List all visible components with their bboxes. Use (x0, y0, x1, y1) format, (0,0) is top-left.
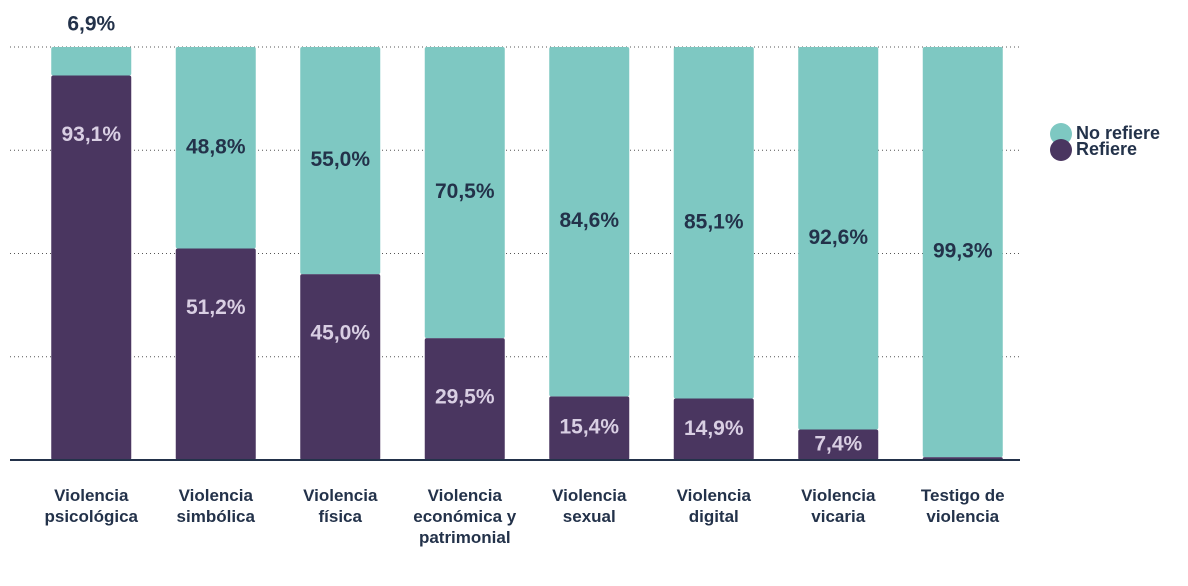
value-label: 15,4% (559, 416, 619, 439)
value-label: 70,5% (435, 180, 495, 203)
value-label: 29,5% (435, 386, 495, 409)
bar-segment (51, 47, 132, 76)
x-tick-label: Violencia sexual (552, 486, 627, 526)
x-tick-label: Violencia digital (676, 486, 751, 526)
x-tick-label: Violencia física (303, 486, 378, 526)
value-label: 51,2% (186, 296, 246, 319)
bar-segment (51, 75, 132, 460)
legend-label: Refiere (1076, 139, 1137, 159)
bar-segment (300, 47, 381, 275)
bar-segment (175, 47, 256, 249)
bar-segment (798, 47, 879, 430)
bar-segment (424, 338, 505, 460)
x-tick-label: Violencia psicológica (44, 486, 139, 526)
value-label: 45,0% (310, 322, 370, 345)
x-tick-label: Violencia simbólica (176, 486, 255, 526)
value-label: 6,9% (67, 13, 115, 36)
value-label: 55,0% (310, 148, 370, 171)
bar-segment (300, 274, 381, 460)
x-tick-label: Violencia económica y patrimonial (413, 486, 517, 547)
value-label: 84,6% (559, 209, 619, 232)
bar-segment (424, 47, 505, 339)
value-label: 48,8% (186, 135, 246, 158)
legend-marker (1050, 123, 1072, 145)
value-label: 7,4% (814, 432, 862, 455)
bar-segment (549, 396, 630, 460)
legend-label: No refiere (1076, 123, 1160, 143)
value-label: 85,1% (684, 210, 744, 233)
bar-segment (673, 47, 754, 399)
x-tick-label: Violencia vicaria (801, 486, 876, 526)
bar-segment (922, 47, 1003, 458)
value-label: 92,6% (808, 226, 868, 249)
x-tick-label: Testigo de violencia (920, 486, 1005, 526)
bar-segment (798, 429, 879, 460)
legend-marker (1050, 139, 1072, 161)
bar-segment (549, 47, 630, 397)
bar-segment (673, 398, 754, 460)
value-label: 99,3% (933, 240, 993, 263)
value-label: 14,9% (684, 417, 744, 440)
bar-segment (175, 248, 256, 460)
value-label: 93,1% (61, 123, 121, 146)
